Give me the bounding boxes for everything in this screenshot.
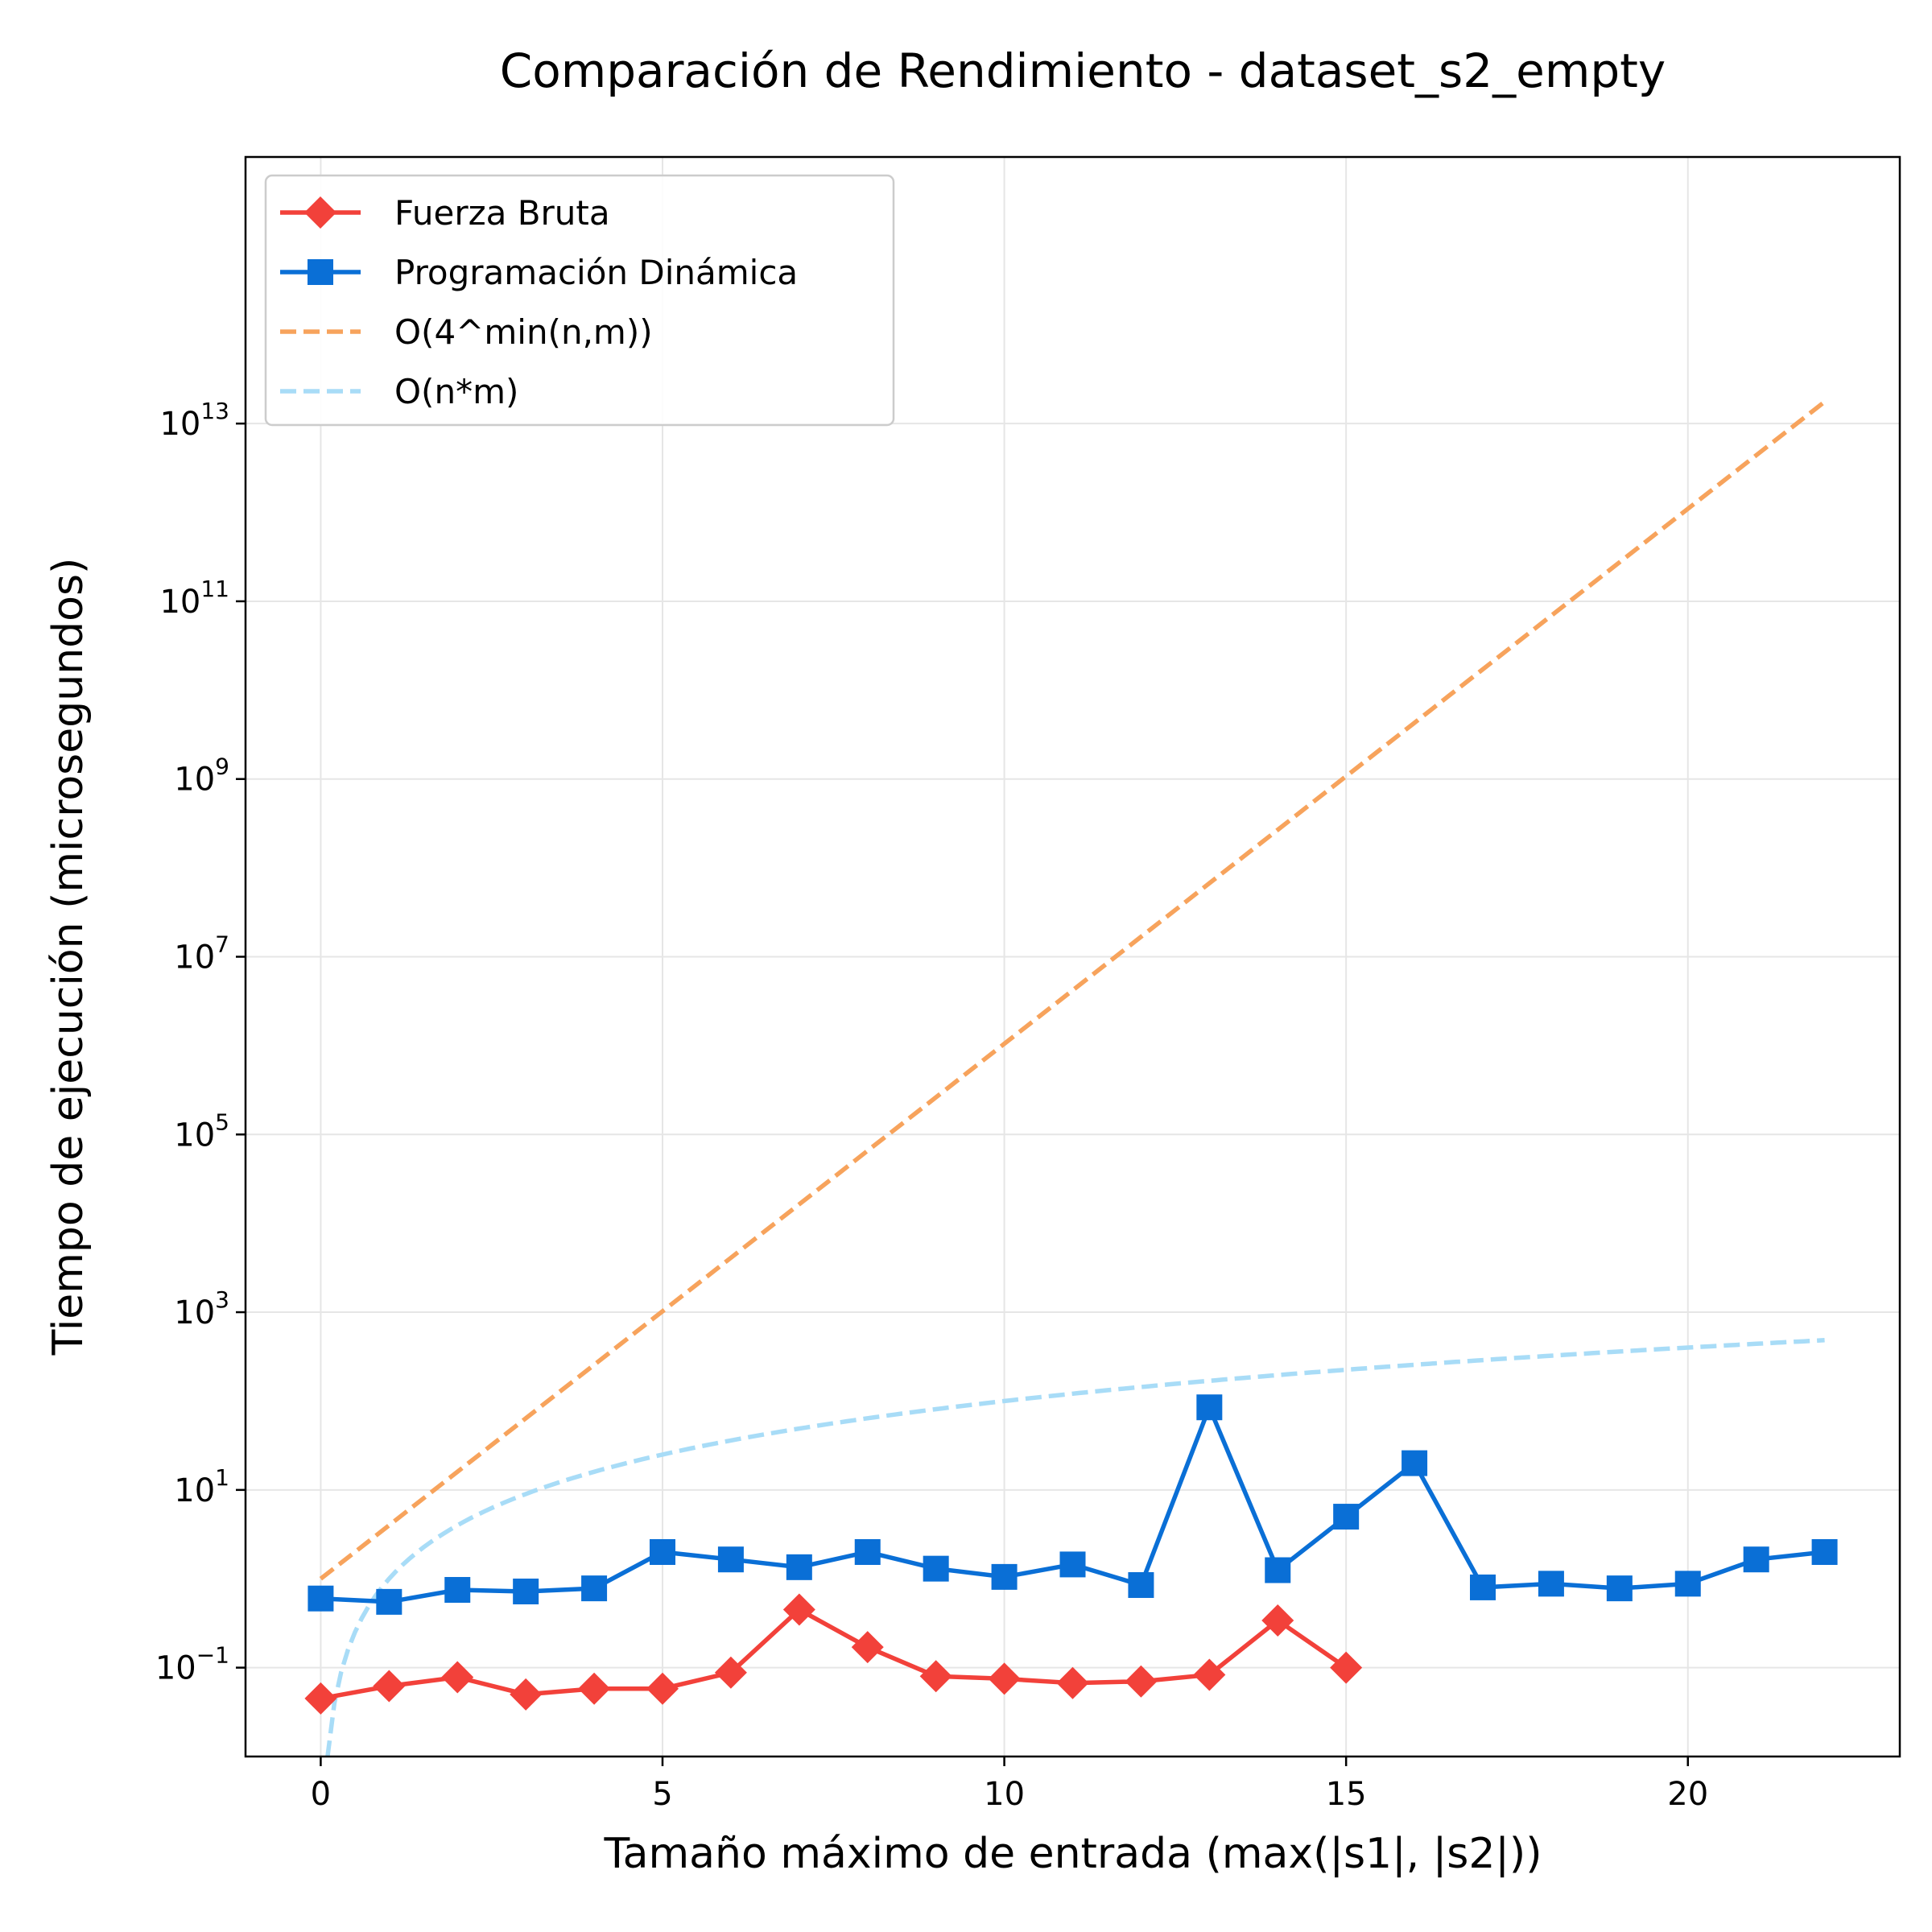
y-tick-label: 107: [174, 931, 229, 976]
data-point-diamond: [988, 1662, 1021, 1695]
data-point-diamond: [919, 1660, 952, 1693]
data-point-square: [376, 1588, 402, 1615]
y-axis-label: Tiempo de ejecución (microsegundos): [44, 558, 93, 1356]
legend-label: O(n*m): [394, 372, 518, 411]
plot-area: [304, 399, 1838, 1757]
data-point-diamond: [1261, 1604, 1294, 1637]
data-point-square: [649, 1538, 675, 1565]
legend-item: O(4^min(n,m)): [280, 312, 653, 352]
x-tick-label: 15: [1326, 1776, 1367, 1813]
y-tick-label: 1013: [159, 398, 229, 443]
data-point-diamond: [851, 1631, 884, 1664]
data-point-square: [1059, 1551, 1086, 1578]
data-point-diamond: [510, 1678, 543, 1711]
chart-title: Comparación de Rendimiento - dataset_s2_…: [500, 43, 1666, 98]
data-point-square: [854, 1538, 881, 1565]
data-point-square: [717, 1546, 744, 1573]
data-point-diamond: [1056, 1666, 1089, 1699]
x-tick-label: 5: [652, 1776, 672, 1813]
legend-item: Programación Dinámica: [280, 253, 798, 292]
y-tick-label: 105: [174, 1108, 229, 1154]
series-0: [304, 1593, 1363, 1715]
data-point-square: [1538, 1571, 1564, 1597]
y-tick-label: 103: [174, 1286, 229, 1331]
data-point-square: [308, 259, 333, 285]
data-point-square: [1402, 1450, 1428, 1476]
y-axis: 10−1 101 103 105 107 109 1011 1013: [155, 398, 246, 1687]
series-1: [308, 1394, 1838, 1615]
data-point-square: [923, 1555, 949, 1582]
series-2: [319, 399, 1827, 1581]
x-axis: 0 5 10 15 20: [311, 1757, 1708, 1813]
data-point-diamond: [373, 1670, 406, 1703]
series-line: [325, 1338, 1825, 1757]
data-point-square: [1128, 1572, 1154, 1599]
data-point-diamond: [578, 1672, 611, 1705]
data-point-diamond: [714, 1656, 747, 1689]
y-tick-label: 109: [174, 753, 229, 799]
data-point-square: [1606, 1575, 1633, 1602]
data-point-diamond: [441, 1661, 474, 1694]
x-tick-label: 0: [311, 1776, 331, 1813]
data-point-square: [1333, 1504, 1360, 1530]
data-point-square: [1743, 1546, 1769, 1573]
legend-box: [264, 174, 895, 427]
data-point-square: [991, 1563, 1018, 1590]
series-line: [319, 399, 1827, 1581]
y-tick-label: 1011: [159, 576, 229, 621]
data-point-square: [1196, 1394, 1223, 1421]
x-tick-label: 10: [984, 1776, 1025, 1813]
y-tick-label: 101: [174, 1464, 229, 1509]
data-point-square: [1674, 1571, 1701, 1597]
series-line: [320, 1607, 1348, 1701]
data-point-square: [444, 1577, 471, 1604]
data-point-square: [581, 1575, 608, 1602]
data-point-square: [308, 1585, 334, 1612]
data-point-diamond: [304, 1682, 337, 1715]
legend-label: Programación Dinámica: [394, 253, 798, 292]
data-point-square: [1265, 1557, 1291, 1583]
legend-item: Fuerza Bruta: [280, 193, 610, 233]
data-point-diamond: [304, 196, 336, 229]
data-point-square: [1470, 1574, 1496, 1600]
series-3: [325, 1338, 1825, 1757]
y-tick-label: 10−1: [155, 1642, 229, 1687]
x-tick-label: 20: [1667, 1776, 1708, 1813]
data-point-square: [786, 1554, 812, 1580]
data-point-square: [1811, 1538, 1838, 1565]
data-point-diamond: [1193, 1658, 1226, 1691]
legend-item: O(n*m): [280, 372, 518, 411]
data-point-diamond: [1330, 1651, 1363, 1684]
legend-label: O(4^min(n,m)): [394, 312, 653, 352]
data-point-diamond: [782, 1593, 815, 1626]
data-point-diamond: [646, 1672, 679, 1705]
data-point-square: [513, 1578, 539, 1604]
legend-label: Fuerza Bruta: [394, 193, 610, 233]
grid: [246, 157, 1900, 1757]
data-point-diamond: [1125, 1665, 1158, 1698]
legend: Fuerza Bruta Programación Dinámica O(4^min…: [264, 174, 895, 427]
x-axis-label: Tamaño máximo de entrada (max(|s1|, |s2|…: [603, 1830, 1542, 1878]
